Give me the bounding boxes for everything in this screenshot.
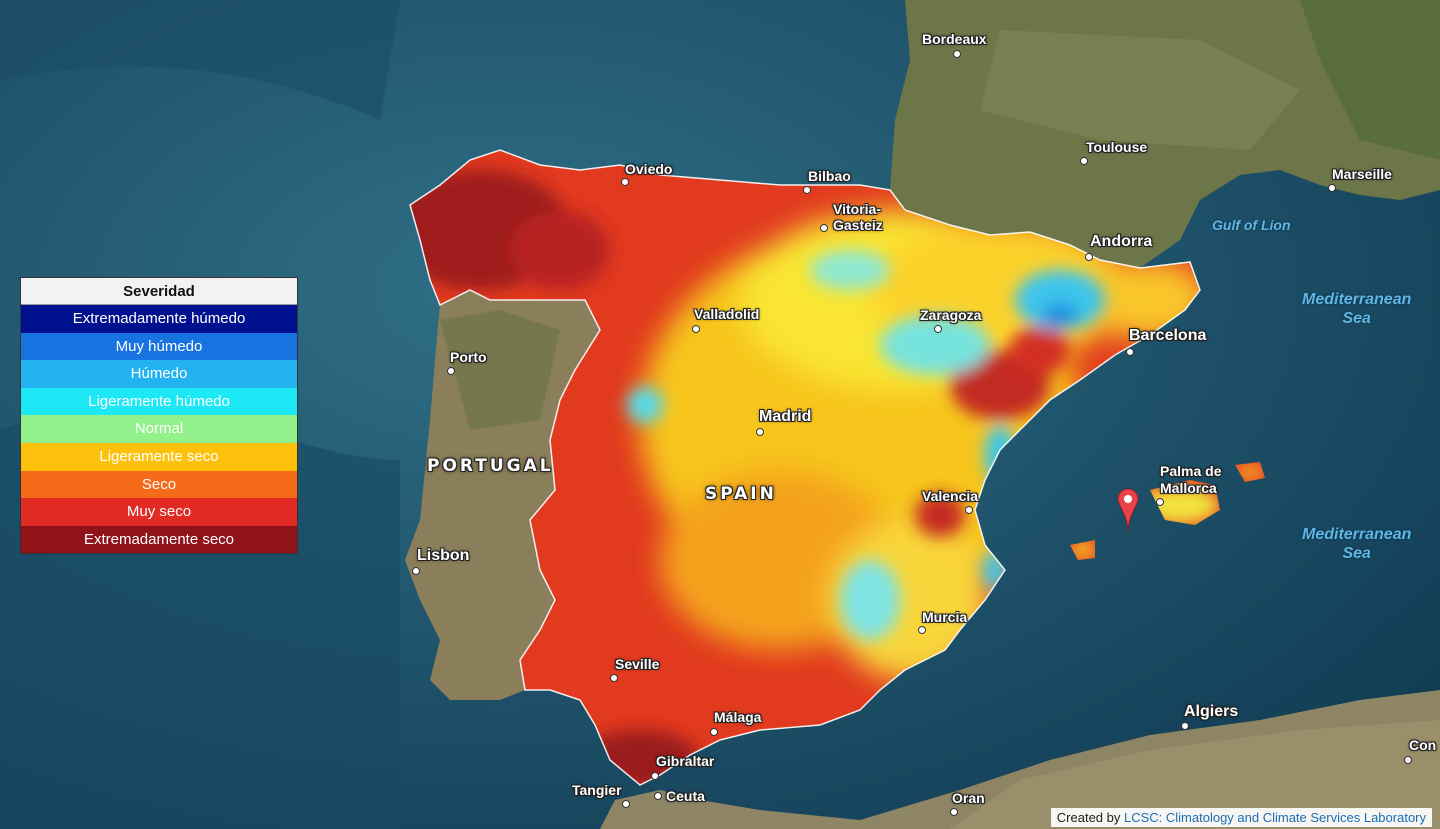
city-label-zaragoza: Zaragoza — [920, 307, 982, 323]
attribution-link[interactable]: LCSC: Climatology and Climate Services L… — [1123, 810, 1426, 825]
sea-label-mediterranean-south: Mediterranean Sea — [1302, 526, 1412, 562]
city-label-bordeaux: Bordeaux — [922, 31, 987, 47]
city-dot — [953, 50, 961, 58]
city-dot — [918, 626, 926, 634]
severity-legend: Severidad Extremadamente húmedo Muy húmed… — [20, 277, 298, 555]
city-dot — [820, 224, 828, 232]
city-dot — [1404, 756, 1412, 764]
city-dot — [412, 567, 420, 575]
city-label-marseille: Marseille — [1332, 166, 1392, 182]
city-dot — [710, 728, 718, 736]
city-dot — [621, 178, 629, 186]
city-label-gibraltar: Gibraltar — [656, 753, 715, 769]
city-dot — [965, 506, 973, 514]
city-label-bilbao: Bilbao — [808, 168, 851, 184]
city-dot — [1080, 157, 1088, 165]
city-dot — [950, 808, 958, 816]
city-dot — [803, 186, 811, 194]
attribution: Created by LCSC: Climatology and Climate… — [1050, 808, 1432, 827]
city-label-barcelona: Barcelona — [1129, 327, 1207, 344]
legend-item: Muy húmedo — [21, 332, 297, 361]
city-dot — [934, 325, 942, 333]
city-label-lisbon: Lisbon — [417, 547, 470, 564]
legend-item: Muy seco — [21, 498, 297, 526]
legend-item: Ligeramente seco — [21, 442, 297, 471]
city-label-con: Con — [1409, 737, 1437, 753]
legend-item: Extremadamente húmedo — [21, 305, 297, 333]
legend-title: Severidad — [21, 278, 297, 305]
city-label-vitoria-gasteiz: Vitoria- Gasteiz — [833, 201, 883, 233]
city-dot — [447, 367, 455, 375]
city-dot — [1328, 184, 1336, 192]
city-label-tangier: Tangier — [572, 782, 622, 798]
city-dot — [654, 792, 662, 800]
legend-item: Ligeramente húmedo — [21, 387, 297, 416]
city-dot — [1126, 348, 1134, 356]
city-dot — [692, 325, 700, 333]
sea-label-mediterranean-north: Mediterranean Sea — [1302, 291, 1412, 327]
city-label-madrid: Madrid — [759, 408, 812, 425]
city-dot — [651, 772, 659, 780]
legend-item: Seco — [21, 470, 297, 499]
country-label-portugal: PORTUGAL — [427, 456, 554, 476]
city-label-palma-de-mallorca: Palma de Mallorca — [1160, 463, 1222, 496]
attribution-prefix: Created by — [1056, 810, 1124, 825]
city-dot — [1181, 722, 1189, 730]
city-label-ceuta: Ceuta — [666, 788, 705, 804]
city-dot — [1156, 498, 1164, 506]
city-label-toulouse: Toulouse — [1086, 139, 1148, 155]
city-label-oran: Oran — [952, 790, 985, 806]
city-label-murcia: Murcia — [922, 609, 968, 625]
city-label-andorra: Andorra — [1090, 233, 1153, 250]
city-label-porto: Porto — [450, 349, 487, 365]
city-dot — [610, 674, 618, 682]
legend-item: Extremadamente seco — [21, 525, 297, 554]
city-label-seville: Seville — [615, 656, 660, 672]
city-label-valladolid: Valladolid — [694, 306, 760, 322]
city-label-valencia: Valencia — [922, 488, 979, 504]
country-label-spain: SPAIN — [705, 484, 777, 504]
legend-item: Húmedo — [21, 360, 297, 388]
city-dot — [1085, 253, 1093, 261]
city-dot — [756, 428, 764, 436]
city-label-oviedo: Oviedo — [625, 161, 673, 177]
legend-item: Normal — [21, 415, 297, 443]
sea-label-gulf-of-lion: Gulf of Lion — [1212, 217, 1291, 233]
city-label-malaga: Málaga — [714, 709, 762, 725]
city-dot — [622, 800, 630, 808]
city-label-algiers: Algiers — [1184, 703, 1239, 720]
